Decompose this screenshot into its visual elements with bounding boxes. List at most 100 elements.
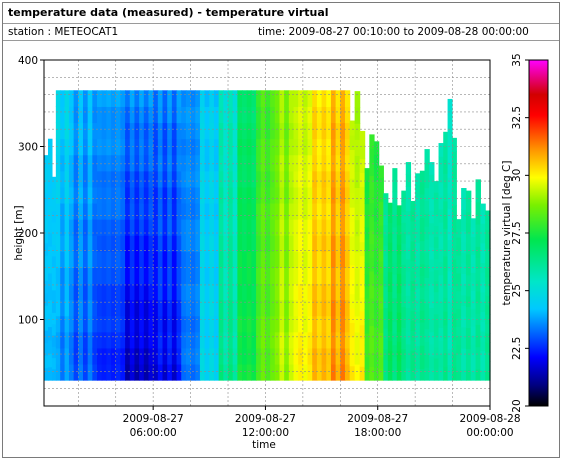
heatmap-cell xyxy=(470,344,477,354)
heatmap-cell xyxy=(288,315,295,333)
heatmap-cell xyxy=(419,263,426,276)
heatmap-cell xyxy=(470,281,477,291)
heatmap-cell xyxy=(242,315,248,333)
heatmap-cell xyxy=(265,154,271,172)
heatmap-cell xyxy=(465,306,472,318)
heatmap-cell xyxy=(228,219,234,236)
heatmap-cell xyxy=(228,235,234,252)
heatmap-cell xyxy=(354,347,361,365)
heatmap-cell xyxy=(340,299,346,317)
heatmap-cell xyxy=(199,106,206,124)
heatmap-cell xyxy=(129,219,136,236)
heatmap-cell xyxy=(326,267,332,285)
colorbar xyxy=(528,59,549,407)
heatmap-cell xyxy=(209,331,215,349)
heatmap-cell xyxy=(134,347,140,365)
heatmap-cell xyxy=(438,353,444,368)
heatmap-cell xyxy=(387,242,393,253)
heatmap-cell xyxy=(51,289,57,302)
heatmap-cell xyxy=(120,106,126,124)
heatmap-cell xyxy=(181,283,187,301)
heatmap-cell xyxy=(284,315,290,333)
heatmap-cell xyxy=(68,202,75,220)
heatmap-cell xyxy=(251,90,257,107)
heatmap-cell xyxy=(134,186,140,204)
heatmap-cell xyxy=(485,342,491,353)
heatmap-cell xyxy=(256,251,262,268)
heatmap-cell xyxy=(87,363,93,381)
heatmap-cell xyxy=(237,138,243,156)
heatmap-cell xyxy=(111,219,117,236)
heatmap-cell xyxy=(237,90,243,107)
heatmap-cell xyxy=(153,106,159,124)
heatmap-cell xyxy=(64,186,70,204)
heatmap-cell xyxy=(373,247,380,262)
heatmap-cell xyxy=(204,267,210,285)
heatmap-cell xyxy=(82,363,89,381)
heatmap-cell xyxy=(260,283,267,301)
heatmap-cell xyxy=(47,219,53,234)
heatmap-cell xyxy=(480,340,486,352)
heatmap-cell xyxy=(171,122,178,140)
heatmap-cell xyxy=(73,138,79,156)
heatmap-cell xyxy=(405,319,412,333)
heatmap-cell xyxy=(181,219,187,236)
heatmap-cell xyxy=(415,276,421,289)
heatmap-cell xyxy=(307,363,313,381)
heatmap-cell xyxy=(369,134,375,149)
heatmap-cell xyxy=(387,291,393,302)
heatmap-cell xyxy=(181,122,187,140)
heatmap-cell xyxy=(51,334,57,347)
x-axis: 2009-08-2706:00:002009-08-2712:00:002009… xyxy=(123,406,521,439)
heatmap-cell xyxy=(373,287,380,302)
heatmap-cell xyxy=(354,235,361,253)
heatmap-cell xyxy=(213,170,220,188)
heatmap-cell xyxy=(64,154,70,172)
heatmap-cell xyxy=(349,365,356,381)
heatmap-cell xyxy=(78,251,84,268)
heatmap-cell xyxy=(326,106,332,124)
heatmap-cell xyxy=(410,330,416,341)
heatmap-cell xyxy=(60,106,66,124)
heatmap-cell xyxy=(237,347,243,365)
heatmap-cell xyxy=(279,363,285,381)
heatmap-cell xyxy=(480,301,486,313)
heatmap-cell xyxy=(55,122,61,140)
heatmap-cell xyxy=(302,347,309,365)
heatmap-cell xyxy=(396,253,402,265)
heatmap-cell xyxy=(44,330,49,344)
heatmap-cell xyxy=(293,235,299,252)
heatmap-cell xyxy=(218,122,224,140)
heatmap-cell xyxy=(246,235,253,252)
heatmap-cell xyxy=(456,344,462,354)
heatmap-cell xyxy=(349,134,356,150)
heatmap-cell xyxy=(181,331,187,349)
heatmap-cell xyxy=(364,332,370,346)
heatmap-cell xyxy=(470,353,477,363)
heatmap-cell xyxy=(97,122,103,140)
heatmap-cell xyxy=(181,347,187,365)
heatmap-cell xyxy=(162,186,168,204)
heatmap-cell xyxy=(456,281,462,292)
heatmap-cell xyxy=(293,219,299,236)
heatmap-cell xyxy=(242,267,248,285)
heatmap-cell xyxy=(167,170,173,188)
heatmap-cell xyxy=(157,363,164,381)
heatmap-cell xyxy=(82,267,89,285)
heatmap-cell xyxy=(265,363,271,381)
heatmap-cell xyxy=(148,186,154,204)
heatmap-cell xyxy=(443,173,449,188)
heatmap-cell xyxy=(443,159,449,174)
heatmap-cell xyxy=(47,192,53,207)
heatmap-cell xyxy=(288,219,295,236)
heatmap-cell xyxy=(321,235,327,252)
heatmap-cell xyxy=(143,347,150,365)
heatmap-cell xyxy=(120,363,126,381)
heatmap-cell xyxy=(251,331,257,349)
heatmap-cell xyxy=(115,90,122,107)
heatmap-cell xyxy=(438,366,444,381)
heatmap-cell xyxy=(115,219,122,236)
heatmap-cell xyxy=(288,202,295,220)
heatmap-cell xyxy=(378,165,384,179)
heatmap-cell xyxy=(456,237,462,247)
